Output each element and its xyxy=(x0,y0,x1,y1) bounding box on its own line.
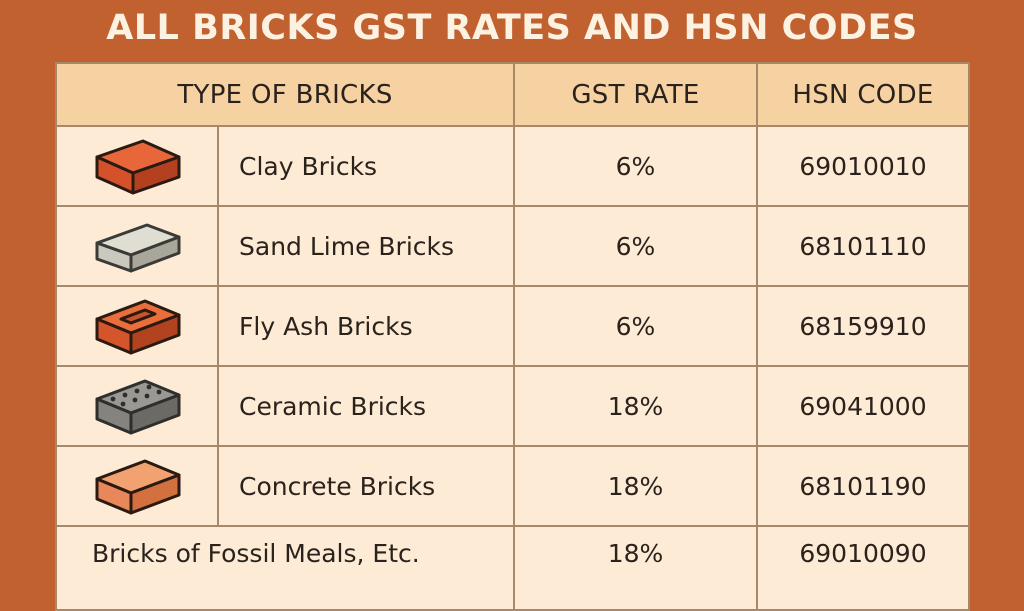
brick-type-name: Ceramic Bricks xyxy=(217,365,515,447)
brick-type-name: Clay Bricks xyxy=(217,125,515,207)
hsn-code-value: 69010010 xyxy=(756,125,970,207)
gst-rate-value: 18% xyxy=(513,365,758,447)
hsn-code-value: 68159910 xyxy=(756,285,970,367)
brick-icon-cell xyxy=(55,285,219,367)
gst-rate-value: 18% xyxy=(513,525,758,611)
table-row: Bricks of Fossil Meals, Etc. 18% 6901009… xyxy=(55,525,970,611)
gst-rate-value: 6% xyxy=(513,285,758,367)
brick-type-name: Sand Lime Bricks xyxy=(217,205,515,287)
sand-lime-brick-icon xyxy=(95,223,181,273)
table-row: Concrete Bricks 18% 68101190 xyxy=(55,445,970,527)
gst-rate-value: 6% xyxy=(513,125,758,207)
table-row: Ceramic Bricks 18% 69041000 xyxy=(55,365,970,447)
gst-rates-table: TYPE OF BRICKS GST RATE HSN CODE Clay Br… xyxy=(55,62,970,611)
brick-icon-cell xyxy=(55,125,219,207)
brick-type-name: Bricks of Fossil Meals, Etc. xyxy=(55,525,515,611)
ceramic-brick-icon xyxy=(95,379,181,435)
table-row: Sand Lime Bricks 6% 68101110 xyxy=(55,205,970,287)
brick-icon-cell xyxy=(55,365,219,447)
header-hsn-code: HSN CODE xyxy=(756,62,970,127)
brick-type-name: Fly Ash Bricks xyxy=(217,285,515,367)
brick-icon-cell xyxy=(55,445,219,527)
hsn-code-value: 69010090 xyxy=(756,525,970,611)
header-type-of-bricks: TYPE OF BRICKS xyxy=(55,62,515,127)
gst-rate-value: 18% xyxy=(513,445,758,527)
table-header-row: TYPE OF BRICKS GST RATE HSN CODE xyxy=(55,62,970,127)
gst-rate-value: 6% xyxy=(513,205,758,287)
table-row: Clay Bricks 6% 69010010 xyxy=(55,125,970,207)
table-row: Fly Ash Bricks 6% 68159910 xyxy=(55,285,970,367)
hsn-code-value: 68101190 xyxy=(756,445,970,527)
brick-type-name: Concrete Bricks xyxy=(217,445,515,527)
fly-ash-brick-icon xyxy=(95,299,181,355)
header-gst-rate: GST RATE xyxy=(513,62,758,127)
brick-icon-cell xyxy=(55,205,219,287)
page-title: ALL BRICKS GST RATES AND HSN CODES xyxy=(106,8,918,48)
clay-brick-icon xyxy=(95,139,181,195)
hsn-code-value: 68101110 xyxy=(756,205,970,287)
hsn-code-value: 69041000 xyxy=(756,365,970,447)
concrete-brick-icon xyxy=(95,459,181,515)
